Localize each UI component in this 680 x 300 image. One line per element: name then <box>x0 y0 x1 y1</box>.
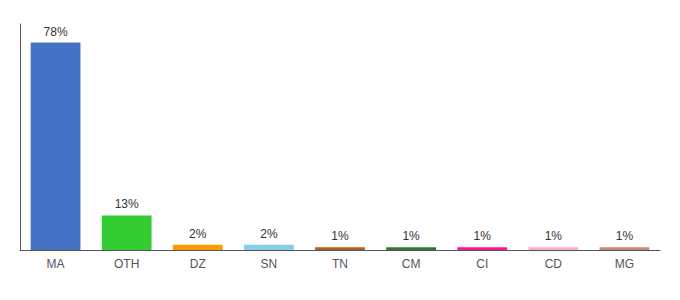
svg-text:DZ: DZ <box>190 257 206 271</box>
svg-text:1%: 1% <box>331 229 349 243</box>
svg-text:SN: SN <box>261 257 278 271</box>
svg-text:78%: 78% <box>44 25 68 39</box>
svg-text:1%: 1% <box>474 229 492 243</box>
svg-text:13%: 13% <box>115 197 139 211</box>
svg-text:TN: TN <box>332 257 348 271</box>
svg-text:MA: MA <box>47 257 65 271</box>
svg-text:1%: 1% <box>616 229 634 243</box>
svg-text:1%: 1% <box>402 229 420 243</box>
svg-text:2%: 2% <box>189 227 207 241</box>
svg-text:OTH: OTH <box>114 257 139 271</box>
svg-text:MG: MG <box>615 257 634 271</box>
svg-text:CI: CI <box>476 257 488 271</box>
svg-text:CD: CD <box>545 257 563 271</box>
svg-text:1%: 1% <box>545 229 563 243</box>
svg-text:CM: CM <box>402 257 421 271</box>
svg-text:2%: 2% <box>260 227 278 241</box>
